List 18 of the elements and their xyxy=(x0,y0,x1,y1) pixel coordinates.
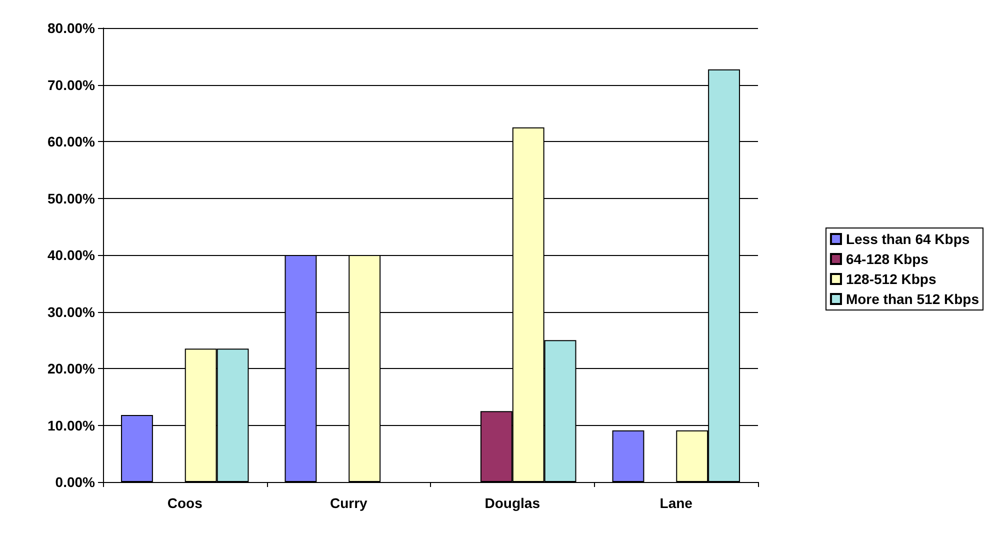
x-tick-label: Curry xyxy=(330,495,368,511)
y-tick-label: 70.00% xyxy=(48,76,96,93)
bar xyxy=(612,430,644,482)
x-tick-label: Lane xyxy=(660,495,693,511)
x-tick-label: Coos xyxy=(167,495,203,511)
y-tick-label: 50.00% xyxy=(48,190,96,206)
legend-label: 64-128 Kbps xyxy=(846,251,929,267)
y-tick-label: 40.00% xyxy=(48,247,96,263)
y-tick-label: 30.00% xyxy=(48,304,96,320)
legend-label: Less than 64 Kbps xyxy=(846,231,970,247)
y-tick-label: 60.00% xyxy=(48,134,96,150)
y-tick-label: 10.00% xyxy=(48,417,96,434)
legend-label: More than 512 Kbps xyxy=(846,291,980,307)
x-tick-label: Douglas xyxy=(484,495,540,511)
y-tick-label: 20.00% xyxy=(48,360,96,376)
y-tick-label: 80.00% xyxy=(48,20,96,36)
y-tick-label: 0.00% xyxy=(55,474,96,490)
legend-label: 128-512 Kbps xyxy=(846,271,936,287)
